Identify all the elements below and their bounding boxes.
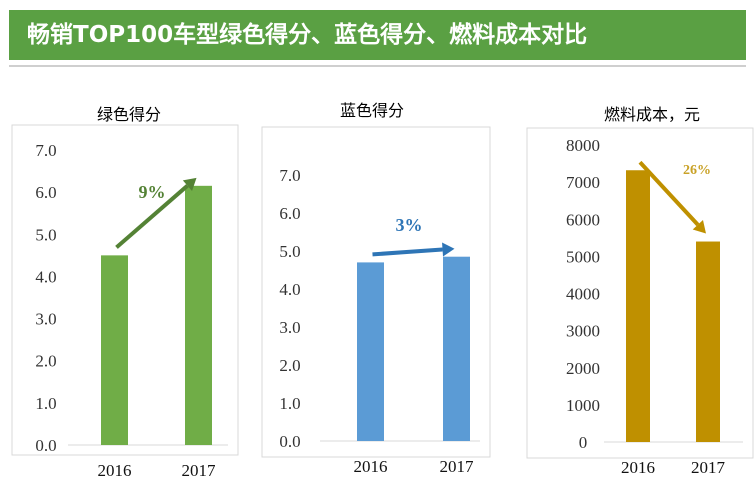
- y-tick-label: 3.0: [279, 318, 300, 337]
- chart-frame: [261, 126, 491, 458]
- y-tick-label: 7000: [566, 173, 600, 192]
- y-tick-label: 8000: [566, 136, 600, 155]
- y-tick-label: 5.0: [35, 225, 56, 244]
- trend-arrow-line: [638, 160, 700, 227]
- bar-2016: [357, 262, 384, 441]
- y-tick-label: 1000: [566, 396, 600, 415]
- chart-frame: [11, 124, 239, 456]
- trend-arrow-head: [442, 242, 455, 257]
- header-bar: 畅销TOP100车型绿色得分、蓝色得分、燃料成本对比: [9, 10, 746, 60]
- y-tick-label: 6.0: [279, 204, 300, 223]
- bar-2016: [101, 255, 128, 445]
- bar-2017: [443, 256, 470, 441]
- chart-title-blue: 蓝色得分: [340, 101, 405, 120]
- x-category-label: 2017: [691, 458, 726, 477]
- trend-arrow-head: [182, 177, 197, 191]
- y-tick-label: 4.0: [279, 280, 300, 299]
- y-tick-label: 2.0: [279, 356, 300, 375]
- trend-arrow-head: [692, 219, 706, 234]
- y-tick-label: 3000: [566, 322, 600, 341]
- y-tick-label: 0.0: [35, 436, 56, 455]
- y-tick-label: 6.0: [35, 183, 56, 202]
- chart-blue: 0.0 1.0 2.0 3.0 4.0 5.0 6.0 7.0 2016 2017 3%: [261, 126, 491, 476]
- y-tick-label: 4.0: [35, 267, 56, 286]
- page-title: 畅销TOP100车型绿色得分、蓝色得分、燃料成本对比: [27, 22, 588, 48]
- y-tick-label: 2000: [566, 359, 600, 378]
- change-annotation: 26%: [683, 163, 711, 178]
- x-category-label: 2016: [621, 458, 655, 477]
- chart-fuel: 0 1000 2000 3000 4000 5000 6000 7000 8000 2016 201…: [526, 127, 754, 477]
- y-tick-label: 0.0: [279, 432, 300, 451]
- y-tick-label: 1.0: [279, 394, 300, 413]
- chart-green: 0.0 1.0 2.0 3.0 4.0 5.0 6.0 7.0 2016 2017 9%: [11, 124, 239, 480]
- trend-arrow-line: [372, 247, 443, 257]
- y-tick-label: 2.0: [35, 352, 56, 371]
- chart-title-fuel: 燃料成本，元: [604, 105, 701, 124]
- y-tick-label: 1.0: [35, 394, 56, 413]
- y-tick-label: 0: [579, 433, 588, 452]
- y-tick-label: 5000: [566, 247, 600, 266]
- bar-2017: [185, 185, 212, 446]
- y-tick-label: 7.0: [279, 166, 300, 185]
- y-tick-label: 3.0: [35, 310, 56, 329]
- x-category-label: 2017: [440, 457, 475, 476]
- bar-2016: [626, 170, 650, 442]
- bar-2017: [696, 241, 720, 442]
- header-divider: [9, 65, 746, 67]
- change-annotation: 3%: [396, 215, 423, 235]
- x-category-label: 2016: [354, 457, 388, 476]
- change-annotation: 9%: [139, 182, 166, 202]
- y-tick-label: 7.0: [35, 141, 56, 160]
- x-category-label: 2016: [98, 461, 132, 480]
- chart-frame: [526, 127, 754, 459]
- y-tick-label: 5.0: [279, 242, 300, 261]
- y-tick-label: 6000: [566, 210, 600, 229]
- x-category-label: 2017: [182, 461, 217, 480]
- chart-title-green: 绿色得分: [97, 105, 162, 124]
- y-tick-label: 4000: [566, 285, 600, 304]
- trend-arrow-line: [115, 184, 189, 249]
